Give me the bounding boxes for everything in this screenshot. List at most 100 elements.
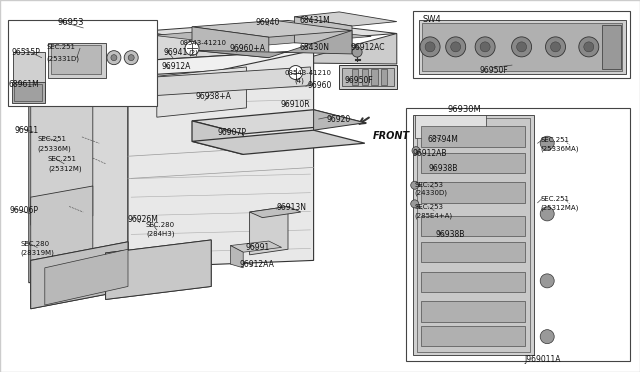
Circle shape [412,147,420,155]
Bar [415,115,486,138]
Text: 68431M: 68431M [300,16,330,25]
Circle shape [352,47,362,57]
Text: 96907P: 96907P [218,128,246,137]
Circle shape [185,41,199,55]
Text: (25331D): (25331D) [46,55,79,61]
Text: 96912AB: 96912AB [413,149,447,158]
Bar [48,43,106,78]
Bar [421,301,525,322]
Polygon shape [157,67,246,117]
Text: (285E4+A): (285E4+A) [415,212,453,218]
Text: 96912AC: 96912AC [351,43,385,52]
Text: SEC.251: SEC.251 [46,44,75,50]
Polygon shape [31,93,93,225]
Bar [51,45,101,74]
Bar [421,242,525,262]
Text: 96941: 96941 [163,48,188,57]
Bar [362,69,368,85]
Text: SEC.251: SEC.251 [541,196,570,202]
Polygon shape [138,33,397,74]
Polygon shape [138,32,246,74]
Text: SEC.280: SEC.280 [20,241,50,247]
Text: SEC.280: SEC.280 [146,222,175,228]
Circle shape [545,37,566,57]
Polygon shape [45,249,128,305]
Bar [421,126,525,147]
Bar [406,108,630,361]
Text: (25336M): (25336M) [37,145,71,151]
Text: 96960+A: 96960+A [229,44,265,53]
Text: 96515P: 96515P [12,48,40,57]
Polygon shape [29,61,128,283]
Text: 96920: 96920 [326,115,351,124]
Circle shape [516,42,527,52]
Bar [371,69,378,85]
Bar [413,115,534,355]
Circle shape [411,181,419,189]
Circle shape [475,37,495,57]
Polygon shape [138,67,310,97]
Text: 96950F: 96950F [344,76,373,85]
Polygon shape [250,206,301,218]
Text: 96912A: 96912A [161,62,191,71]
Polygon shape [128,50,314,268]
Text: (28319M): (28319M) [20,249,54,256]
Text: 96911: 96911 [14,126,38,135]
Text: 68430N: 68430N [300,43,330,52]
Bar [8,20,157,106]
Circle shape [540,207,554,221]
Text: 08543-41210: 08543-41210 [179,40,226,46]
Text: (25336MA): (25336MA) [541,145,579,151]
Text: 68794M: 68794M [428,135,458,144]
Text: (25312MA): (25312MA) [541,205,579,211]
Text: 96960: 96960 [307,81,332,90]
Polygon shape [230,246,243,268]
Circle shape [540,274,554,288]
Text: 96940: 96940 [256,18,280,27]
Polygon shape [294,12,397,26]
Text: SEC.253: SEC.253 [415,204,444,210]
Circle shape [584,42,594,52]
Polygon shape [31,242,128,309]
Polygon shape [342,68,394,86]
Polygon shape [294,17,352,46]
Text: 08543-41210: 08543-41210 [285,70,332,76]
Text: 96938B: 96938B [435,230,465,239]
Text: 96991: 96991 [245,243,269,251]
Polygon shape [250,206,288,255]
Text: 96913N: 96913N [276,203,307,212]
Bar [413,11,630,78]
Polygon shape [29,50,314,82]
Circle shape [111,55,117,61]
Circle shape [445,37,466,57]
Bar [421,272,525,292]
Bar [381,69,387,85]
Bar [14,84,42,101]
Circle shape [550,42,561,52]
Circle shape [540,136,554,150]
Text: 96926M: 96926M [128,215,159,224]
Polygon shape [192,27,269,58]
Circle shape [540,330,554,344]
Text: 96912AA: 96912AA [240,260,275,269]
Circle shape [511,37,532,57]
Circle shape [107,51,121,65]
Text: (4): (4) [294,77,304,84]
Polygon shape [192,130,365,154]
Bar [13,52,45,100]
Polygon shape [192,121,243,154]
Circle shape [420,37,440,57]
Circle shape [579,37,599,57]
Circle shape [480,42,490,52]
Bar [12,82,45,103]
Bar [602,25,621,69]
Text: SEC.251: SEC.251 [48,156,77,162]
Bar [421,182,525,203]
Polygon shape [192,20,352,37]
Text: (24330D): (24330D) [415,190,448,196]
Bar [421,326,525,346]
Bar [422,23,622,71]
Polygon shape [138,20,397,45]
Text: (2): (2) [189,49,198,56]
Circle shape [289,65,303,80]
